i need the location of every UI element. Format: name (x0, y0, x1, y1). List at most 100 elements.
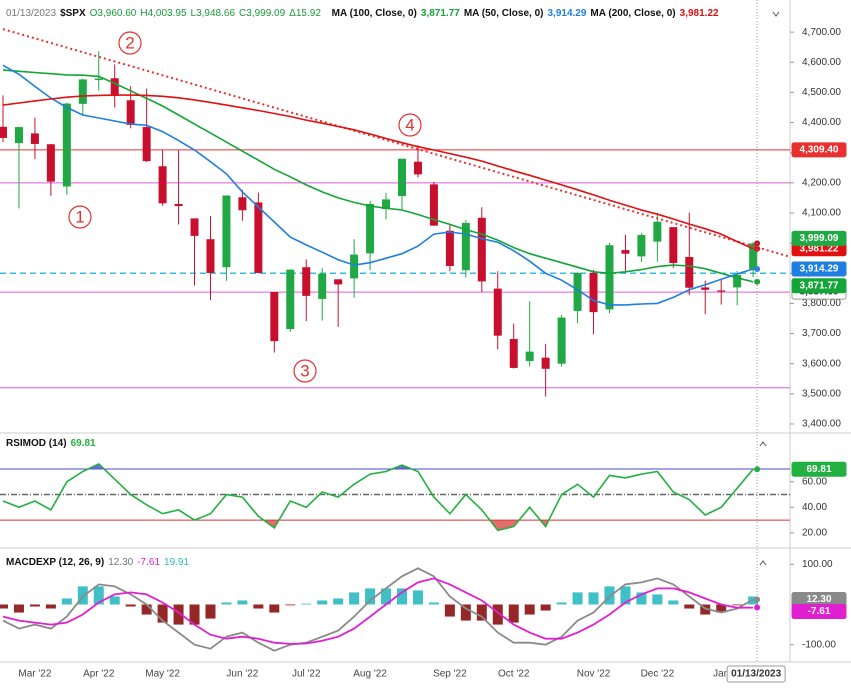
x-tick-label: Dec '22 (641, 669, 675, 680)
candle-body (286, 269, 295, 330)
histogram-bar (141, 604, 152, 615)
annotation-circle (68, 205, 92, 229)
histogram-bar (508, 604, 519, 623)
end-dot (754, 466, 761, 473)
histogram-bar (253, 604, 264, 609)
histogram-bar (29, 604, 40, 607)
candle-body (701, 287, 710, 290)
panel-value: 69.81 (70, 438, 96, 449)
candle-body (62, 103, 71, 187)
histogram-bar (285, 604, 296, 606)
price-tag-label: 3,914.29 (800, 264, 839, 275)
histogram-bar (125, 604, 136, 607)
y-tick-label: 3,500.00 (802, 388, 841, 399)
annotation: 4 (405, 115, 414, 134)
candle-body (445, 230, 454, 267)
price-tag-label: -7.61 (808, 606, 831, 617)
panel-value: 12.30 (108, 557, 134, 568)
macd-header: MACDEXP (12, 26, 9) 12.30 -7.61 19.91 (6, 557, 193, 568)
annotation-circle (293, 359, 317, 383)
candle-body (254, 202, 263, 273)
histogram-bar (444, 604, 455, 617)
candle-body (621, 250, 630, 254)
y-tick-label: 60.00 (802, 476, 827, 487)
symbol: $SPX (60, 8, 86, 19)
price-tag-label: 4,309.40 (800, 145, 839, 156)
histogram-bar (620, 586, 631, 605)
histogram-bar (93, 586, 104, 605)
legend-text: 3,871.77 (420, 8, 460, 19)
candle-body (717, 290, 726, 292)
histogram-bar (301, 603, 312, 605)
y-tick-label: 40.00 (802, 502, 827, 513)
candle-body (398, 158, 406, 197)
candle-body (733, 274, 742, 288)
histogram-bar (317, 600, 328, 605)
y-tick-label: 4,100.00 (802, 208, 841, 219)
histogram-bar (716, 604, 727, 613)
histogram-bar (492, 604, 503, 625)
panel-title: RSIMOD (14) (6, 438, 67, 449)
y-tick-label: 4,200.00 (802, 177, 841, 188)
candle-body (589, 272, 598, 313)
plot-area (0, 462, 790, 532)
x-tick-label: Sep '22 (433, 669, 467, 680)
candle-body (270, 291, 279, 342)
candle-body (573, 272, 582, 311)
end-dot (754, 604, 761, 611)
candle-body (541, 357, 550, 369)
panel-toggle (772, 11, 780, 17)
candle-body (350, 254, 359, 279)
histogram-bar (365, 588, 376, 605)
panel-value: -7.61 (137, 557, 161, 568)
x-tick-label: Jun '22 (226, 669, 258, 680)
histogram-bar (61, 598, 72, 605)
histogram-bar (189, 604, 200, 625)
candle-body (653, 221, 662, 242)
candle-body (174, 203, 183, 207)
moving-average (2, 64, 754, 306)
histogram-bar (476, 604, 487, 621)
y-tick-label: 3,600.00 (802, 358, 841, 369)
histogram-bar (636, 592, 647, 605)
ohlc: O3,960.60 H4,003.95 L3,948.66 C3,999.09 Δ15.… (90, 8, 325, 19)
date: 01/13/2023 (6, 8, 57, 19)
price-tag-label: 3,999.09 (800, 233, 839, 244)
annotation-circle (118, 31, 142, 55)
legend-text: 3,914.29 (547, 8, 587, 19)
price-tag-label: 12.30 (806, 594, 831, 605)
candle-body (429, 184, 438, 226)
legend-text: MA (200, Close, 0) (590, 8, 676, 19)
y-tick-label: 3,400.00 (802, 419, 841, 430)
histogram-bar (684, 604, 695, 609)
y-tick-label: 20.00 (802, 528, 827, 539)
price-header: 01/13/2023 $SPX O3,960.60 H4,003.95 L3,948.6… (6, 8, 727, 19)
candle-body (94, 78, 103, 81)
x-tick-label: Aug '22 (353, 669, 387, 680)
histogram-bar (349, 592, 360, 605)
end-dot (754, 265, 761, 272)
candle-body (302, 267, 311, 296)
candle-body (413, 161, 422, 175)
x-tick-label: Nov '22 (577, 669, 611, 680)
candle-body (238, 197, 247, 211)
legend-text: C3,999.09 (239, 8, 286, 19)
histogram-bar (221, 602, 232, 605)
candle-body (669, 227, 678, 264)
x-tick-label: Jul '22 (292, 669, 321, 680)
panel-value: 19.91 (164, 557, 190, 568)
y-tick-label: 100.00 (802, 559, 833, 570)
price-tag-label: 69.81 (806, 464, 831, 475)
candle-body (0, 126, 7, 138)
plot-area (0, 567, 759, 652)
legend-text: L3,948.66 (190, 8, 236, 19)
y-tick-label: 4,700.00 (802, 27, 841, 38)
histogram-bar (524, 604, 535, 615)
candle-body (110, 78, 119, 97)
histogram-bar (237, 600, 248, 605)
histogram-bar (572, 592, 583, 605)
histogram-bar (652, 594, 663, 605)
histogram-bar (668, 600, 679, 605)
panel-toggle (759, 441, 767, 447)
